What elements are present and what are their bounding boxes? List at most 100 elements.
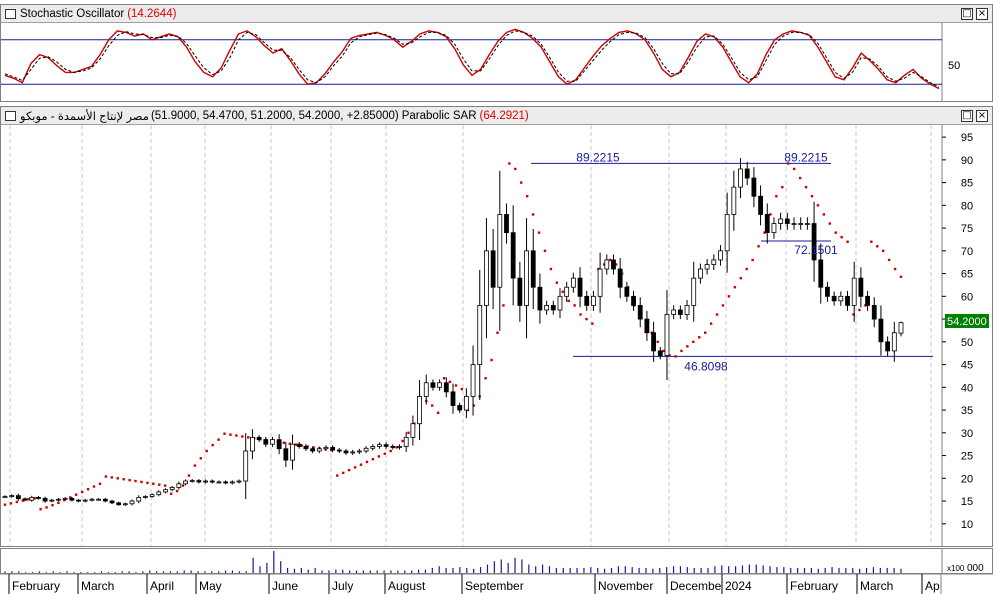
volume-bar [66,571,68,573]
level-annotation: 46.8098 [684,359,728,373]
price-candle [109,499,115,505]
volume-bar [190,570,192,573]
price-candle [677,305,683,320]
price-candle [42,496,48,503]
price-candle [390,444,396,450]
sar-dot [745,267,748,271]
price-candle [557,288,563,319]
sar-dot [727,295,731,298]
sar-dot [472,404,475,407]
time-axis-tick: Decembe [670,579,722,593]
sar-dot [508,162,511,165]
sar-dot [899,275,903,278]
sar-dot [846,240,849,243]
sar-dot [57,501,60,505]
volume-bar [211,571,213,573]
volume-bar [25,572,27,573]
volume-bar [459,567,461,573]
sar-dot [431,404,434,407]
volume-bar [114,572,116,573]
stochastic-d-line [4,30,940,88]
time-axis-tick: March [860,579,893,593]
price-candle [898,321,904,337]
stochastic-value: (14.2644) [127,7,177,20]
sar-dot [567,299,570,303]
sar-dot [680,349,683,353]
sar-dot [698,336,701,339]
sar-dot [27,498,30,501]
volume-bar [349,570,351,573]
sar-dot [448,380,452,384]
price-candle [2,495,8,498]
sar-dot [828,222,831,225]
volume-bar [162,571,165,573]
sar-dot [69,496,72,499]
price-candle [229,480,235,485]
price-candle [437,379,443,391]
sar-dot [531,213,535,216]
volume-bar [528,564,530,573]
price-candle [524,218,529,339]
volume-bar [645,567,647,573]
sar-dot [757,245,760,248]
close-icon[interactable]: × [976,8,988,20]
level-annotation: 89.2215 [576,150,620,164]
price-axis-tick: 85 [961,178,973,190]
sar-dot [460,387,464,391]
sar-dot [205,449,208,453]
volume-bar [562,567,564,573]
price-candle [671,305,677,320]
price-candle [296,441,302,449]
volume-bar [817,568,819,573]
ohlc-readout: (51.9000, 54.4700, 51.2000, 54.2000, +2.… [150,109,399,122]
price-axis-tick: 90 [961,155,973,167]
close-icon[interactable]: × [976,110,988,122]
price-candle [784,212,790,230]
sar-dot [751,258,754,262]
sar-dot [336,474,339,477]
price-candle [711,254,717,271]
volume-bar [383,570,385,573]
sar-dot [502,304,505,307]
sar-dot [816,204,820,207]
level-annotation: 72.1501 [794,243,838,257]
panel-menu-icon[interactable] [5,8,16,19]
time-axis-tick: June [272,579,298,593]
panel-menu-icon[interactable] [5,110,16,121]
price-candle [15,493,21,501]
sar-dot [98,482,102,485]
time-axis-tick: July [332,579,353,593]
volume-bar [80,572,82,573]
sar-dot [692,340,695,344]
volume-bar [424,569,427,573]
price-candle [704,258,710,275]
price-candle [397,444,402,450]
sar-dot [75,493,78,496]
sar-dot [9,502,13,505]
price-candle [758,185,763,226]
price-candle [223,480,229,485]
price-axis-tick: 50 [961,337,973,349]
volume-bar [762,565,764,573]
volume-bar [486,564,489,573]
sar-dot [383,452,386,455]
price-candle [370,444,376,451]
last-price-label: 54.2000 [947,316,987,328]
price-candle [858,267,864,308]
sar-dot [211,443,214,447]
price-candle [116,501,122,506]
volume-bar [149,570,151,573]
sar-dot [288,442,292,445]
volume-bar [204,571,206,573]
volume-bar [452,567,454,573]
price-candle [310,446,315,454]
volume-bar [390,570,392,573]
restore-icon[interactable]: □ [961,110,973,122]
price-candle [657,347,663,360]
volume-bar [686,567,688,573]
stochastic-plot: 50 [1,23,960,101]
price-candle [818,243,824,304]
volume-bar [879,567,881,573]
volume-bar [514,557,516,573]
restore-icon[interactable]: □ [961,8,973,20]
